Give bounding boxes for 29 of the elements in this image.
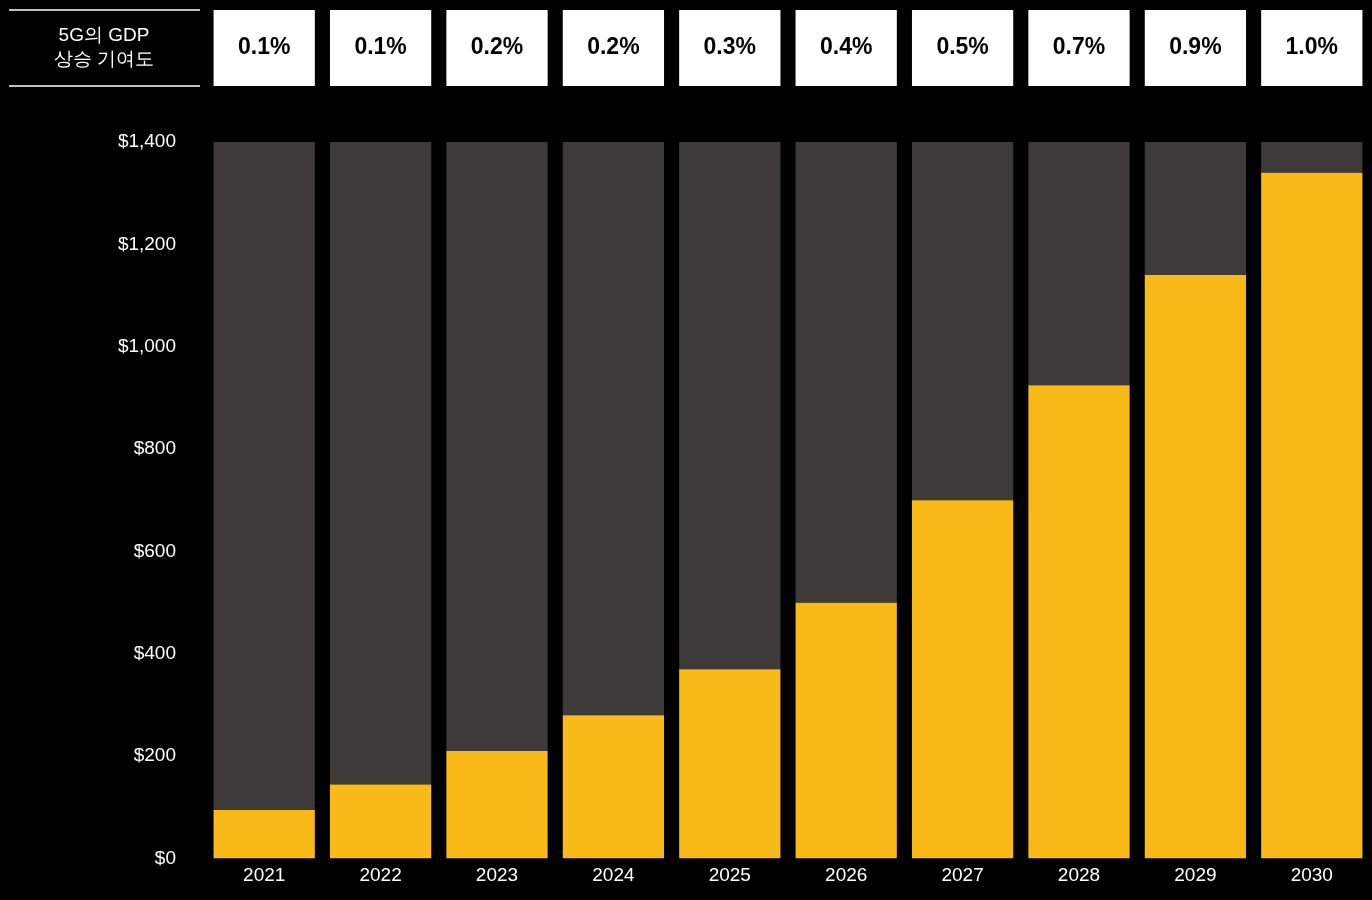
y-tick-label: $1,400 [117,130,176,152]
x-tick-label: 2024 [592,864,635,886]
x-tick-label: 2029 [1174,864,1217,886]
x-tick-label: 2025 [708,864,751,886]
text: 0.4% [819,33,873,60]
x-tick-label: 2021 [243,864,286,886]
text: 0.5% [936,33,989,60]
text: 0.9% [1169,33,1222,60]
y-tick-label: $400 [133,642,176,664]
text: 0.1% [237,33,291,60]
text: 5G의 GDP 상승 기여도 [53,24,155,70]
y-tick-label: $1,000 [117,334,176,356]
text: 0.7% [1052,33,1106,60]
text: 0.2% [587,33,640,60]
x-tick-label: 2028 [1057,864,1101,886]
y-tick-label: $1,200 [117,232,176,254]
x-tick-label: 2027 [941,864,984,886]
y-tick-label: $800 [133,437,176,459]
x-tick-label: 2022 [359,864,402,886]
y-tick-label: $600 [133,539,176,561]
x-tick-label: 2026 [825,864,868,886]
text: 0.2% [470,33,524,60]
text: 0.3% [703,33,757,60]
text: 0.1% [354,33,407,60]
text: 1.0% [1285,33,1339,60]
y-tick-label: $0 [154,846,176,868]
y-tick-label: $200 [133,744,176,766]
x-tick-label: 2030 [1290,864,1333,886]
x-tick-label: 2023 [475,864,519,886]
